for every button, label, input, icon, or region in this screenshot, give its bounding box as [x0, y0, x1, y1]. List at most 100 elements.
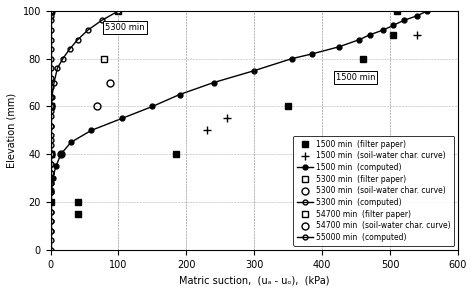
1500 min  (computed) [289, 57, 294, 60]
5300 min  (computed) [116, 9, 121, 13]
5300 min  (computed) [48, 110, 54, 113]
55000 min  (computed) [48, 172, 54, 175]
Line: 54700 min  (soil-water char. curve): 54700 min (soil-water char. curve) [47, 8, 54, 158]
5300 min  (computed) [85, 28, 91, 32]
5300 min  (computed) [55, 67, 60, 70]
Line: 1500 min  (filter paper): 1500 min (filter paper) [74, 8, 400, 218]
1500 min  (computed) [251, 69, 257, 72]
1500 min  (soil-water char. curve) [414, 33, 420, 36]
Text: 55000 min: 55000 min [0, 291, 1, 292]
55000 min  (computed) [48, 248, 54, 251]
1500 min  (computed) [58, 152, 64, 156]
1500 min  (filter paper) [394, 9, 400, 13]
5300 min  (soil-water char. curve) [58, 152, 64, 156]
55000 min  (computed) [48, 239, 54, 242]
5300 min  (filter paper) [48, 200, 54, 204]
Legend: 1500 min  (filter paper), 1500 min  (soil-water char. curve), 1500 min  (compute: 1500 min (filter paper), 1500 min (soil-… [293, 136, 454, 246]
5300 min  (computed) [51, 81, 57, 84]
5300 min  (soil-water char. curve) [94, 105, 100, 108]
55000 min  (computed) [48, 57, 54, 60]
1500 min  (computed) [367, 33, 373, 36]
55000 min  (computed) [48, 14, 54, 18]
55000 min  (computed) [48, 191, 54, 194]
5300 min  (computed) [67, 47, 73, 51]
55000 min  (computed) [48, 162, 54, 166]
1500 min  (computed) [425, 9, 430, 13]
1500 min  (soil-water char. curve) [204, 128, 210, 132]
55000 min  (computed) [48, 200, 54, 204]
54700 min  (soil-water char. curve) [48, 152, 54, 156]
55000 min  (computed) [48, 19, 54, 22]
5300 min  (filter paper) [48, 152, 54, 156]
1500 min  (computed) [177, 93, 182, 96]
1500 min  (computed) [414, 14, 420, 18]
Line: 5300 min  (filter paper): 5300 min (filter paper) [47, 8, 122, 206]
5300 min  (computed) [48, 172, 54, 175]
5300 min  (soil-water char. curve) [108, 81, 113, 84]
5300 min  (filter paper) [48, 105, 54, 108]
5300 min  (computed) [48, 181, 54, 185]
1500 min  (computed) [336, 45, 342, 48]
1500 min  (computed) [391, 24, 396, 27]
1500 min  (filter paper) [360, 57, 365, 60]
55000 min  (computed) [48, 38, 54, 41]
1500 min  (soil-water char. curve) [224, 117, 230, 120]
1500 min  (computed) [401, 19, 406, 22]
54700 min  (filter paper) [48, 9, 54, 13]
5300 min  (computed) [48, 229, 54, 232]
5300 min  (computed) [48, 138, 54, 142]
1500 min  (computed) [150, 105, 155, 108]
55000 min  (computed) [48, 76, 54, 79]
Text: 5300 min: 5300 min [105, 23, 145, 32]
54700 min  (filter paper) [48, 152, 54, 156]
55000 min  (computed) [48, 9, 54, 13]
5300 min  (computed) [49, 95, 55, 99]
5300 min  (computed) [48, 210, 54, 213]
54700 min  (soil-water char. curve) [48, 9, 54, 13]
Line: 1500 min  (soil-water char. curve): 1500 min (soil-water char. curve) [202, 31, 421, 135]
55000 min  (computed) [48, 28, 54, 32]
5300 min  (computed) [48, 191, 54, 194]
55000 min  (computed) [48, 95, 54, 99]
1500 min  (computed) [48, 200, 54, 204]
1500 min  (computed) [210, 81, 216, 84]
55000 min  (computed) [48, 152, 54, 156]
1500 min  (filter paper) [75, 200, 81, 204]
55000 min  (computed) [48, 181, 54, 185]
1500 min  (computed) [356, 38, 362, 41]
1500 min  (computed) [68, 140, 74, 144]
5300 min  (computed) [48, 219, 54, 223]
1500 min  (filter paper) [173, 152, 179, 156]
5300 min  (computed) [75, 38, 81, 41]
55000 min  (computed) [48, 143, 54, 147]
1500 min  (computed) [119, 117, 125, 120]
X-axis label: Matric suction,  (uₐ - uₒ),  (kPa): Matric suction, (uₐ - uₒ), (kPa) [179, 275, 329, 285]
5300 min  (computed) [48, 200, 54, 204]
1500 min  (computed) [309, 52, 315, 56]
1500 min  (filter paper) [391, 33, 396, 36]
1500 min  (filter paper) [75, 212, 81, 216]
1500 min  (filter paper) [285, 105, 291, 108]
Line: 54700 min  (filter paper): 54700 min (filter paper) [47, 8, 54, 158]
55000 min  (computed) [48, 229, 54, 232]
1500 min  (computed) [89, 128, 94, 132]
54700 min  (filter paper) [48, 105, 54, 108]
55000 min  (computed) [48, 105, 54, 108]
5300 min  (computed) [48, 162, 54, 166]
5300 min  (computed) [48, 152, 54, 156]
Line: 5300 min  (computed): 5300 min (computed) [48, 8, 121, 233]
Line: 5300 min  (soil-water char. curve): 5300 min (soil-water char. curve) [57, 79, 114, 158]
5300 min  (filter paper) [116, 9, 121, 13]
5300 min  (computed) [60, 57, 66, 60]
5300 min  (computed) [48, 124, 54, 127]
Line: 1500 min  (computed): 1500 min (computed) [48, 8, 430, 204]
55000 min  (computed) [48, 124, 54, 127]
55000 min  (computed) [48, 114, 54, 118]
55000 min  (computed) [48, 219, 54, 223]
1500 min  (computed) [48, 188, 54, 192]
55000 min  (computed) [48, 210, 54, 213]
55000 min  (computed) [48, 47, 54, 51]
1500 min  (computed) [50, 176, 55, 180]
5300 min  (filter paper) [101, 57, 107, 60]
5300 min  (computed) [99, 19, 104, 22]
